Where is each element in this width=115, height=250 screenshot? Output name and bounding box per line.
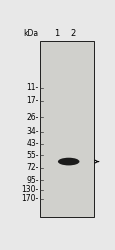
Text: 72-: 72- — [26, 163, 38, 172]
Text: 43-: 43- — [26, 140, 38, 148]
Text: 11-: 11- — [26, 83, 38, 92]
Text: 130-: 130- — [21, 185, 38, 194]
Text: 34-: 34- — [26, 127, 38, 136]
Text: 170-: 170- — [21, 194, 38, 203]
Text: 55-: 55- — [26, 151, 38, 160]
Text: 2: 2 — [69, 29, 75, 38]
Ellipse shape — [57, 158, 79, 166]
Text: 26-: 26- — [26, 113, 38, 122]
Text: kDa: kDa — [23, 29, 38, 38]
Text: 17-: 17- — [26, 96, 38, 105]
Bar — [40, 41, 93, 217]
Text: 95-: 95- — [26, 176, 38, 184]
Text: 1: 1 — [53, 29, 59, 38]
